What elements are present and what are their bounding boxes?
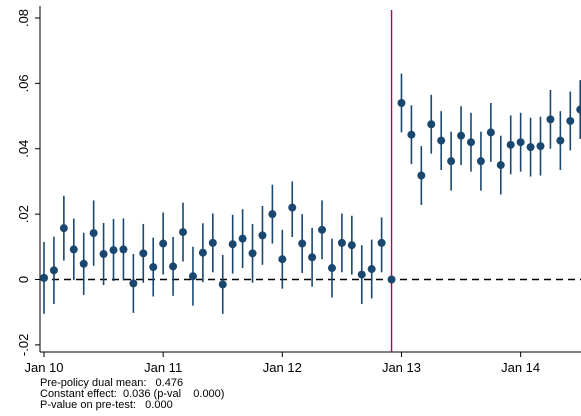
point-estimate xyxy=(576,105,581,114)
point-estimate xyxy=(556,136,565,145)
point-estimate xyxy=(327,264,336,273)
point-estimate xyxy=(447,157,456,166)
point-estimate xyxy=(546,115,555,124)
annotation-dual-mean: Pre-policy dual mean: 0.476 xyxy=(40,377,184,389)
x-tick-label: Jan 11 xyxy=(144,360,182,375)
point-estimate xyxy=(69,245,78,254)
point-estimate xyxy=(298,239,307,248)
point-estimate xyxy=(407,130,416,139)
point-estimate xyxy=(149,263,158,272)
point-estimate xyxy=(318,225,327,234)
point-estimate xyxy=(476,157,485,166)
point-estimate xyxy=(516,138,525,147)
point-estimate xyxy=(347,241,356,250)
point-estimate xyxy=(437,136,446,145)
point-estimate xyxy=(139,249,148,258)
x-tick-label: Jan 10 xyxy=(24,360,63,375)
point-estimate xyxy=(486,128,495,137)
y-tick-label: .02 xyxy=(16,205,31,223)
point-estimate xyxy=(308,253,317,262)
point-estimate xyxy=(258,231,267,240)
point-estimate xyxy=(288,203,297,212)
point-estimate xyxy=(566,116,575,125)
point-estimate xyxy=(357,270,366,279)
x-tick-label: Jan 12 xyxy=(263,360,302,375)
point-estimate xyxy=(40,273,48,282)
point-estimate xyxy=(248,249,257,258)
point-estimate xyxy=(59,224,68,233)
point-estimate xyxy=(79,259,88,268)
point-estimate xyxy=(506,140,515,149)
point-estimate xyxy=(377,238,386,247)
point-estimate xyxy=(169,262,178,271)
point-estimate xyxy=(89,229,98,238)
data-marks xyxy=(40,73,581,314)
point-estimate xyxy=(417,171,426,180)
axes xyxy=(35,6,581,357)
point-estimate xyxy=(238,234,247,243)
point-estimate xyxy=(466,138,475,147)
point-estimate xyxy=(367,265,376,274)
point-estimate xyxy=(337,238,346,247)
y-tick-label: 0 xyxy=(16,276,31,283)
y-tick-label: .08 xyxy=(16,9,31,27)
x-tick-label: Jan 13 xyxy=(382,360,421,375)
point-estimate xyxy=(208,238,217,247)
point-estimate xyxy=(526,143,535,152)
y-tick-label: -.02 xyxy=(16,334,31,356)
point-estimate xyxy=(109,246,118,255)
annotation-pre-test-pvalue: P-value on pre-test: 0.000 xyxy=(40,399,173,411)
point-estimate xyxy=(119,245,128,254)
point-estimate xyxy=(268,210,277,219)
point-estimate xyxy=(397,98,406,107)
point-estimate xyxy=(129,279,138,288)
point-estimate xyxy=(387,275,396,284)
point-estimate xyxy=(228,240,237,249)
point-estimate xyxy=(188,272,197,281)
point-estimate xyxy=(427,120,436,129)
point-estimate xyxy=(536,142,545,151)
point-estimate xyxy=(457,131,466,140)
point-estimate xyxy=(198,248,207,257)
point-estimate xyxy=(278,255,287,264)
y-tick-label: .04 xyxy=(16,140,31,158)
point-estimate xyxy=(179,228,188,237)
point-estimate xyxy=(99,250,108,259)
x-tick-label: Jan 14 xyxy=(501,360,540,375)
tick-labels: -.02 0 .02 .04 .06 .08 Jan 10 Jan 11 Jan 12 Jan 1… xyxy=(16,9,540,375)
point-estimate xyxy=(49,266,58,275)
reference-lines xyxy=(40,10,581,352)
point-estimate xyxy=(159,239,168,248)
annotation-constant-effect: Constant effect: 0.036 (p-val 0.000) xyxy=(40,388,225,400)
point-estimate xyxy=(496,161,505,170)
point-estimate xyxy=(218,280,227,289)
y-tick-label: .06 xyxy=(16,74,31,92)
